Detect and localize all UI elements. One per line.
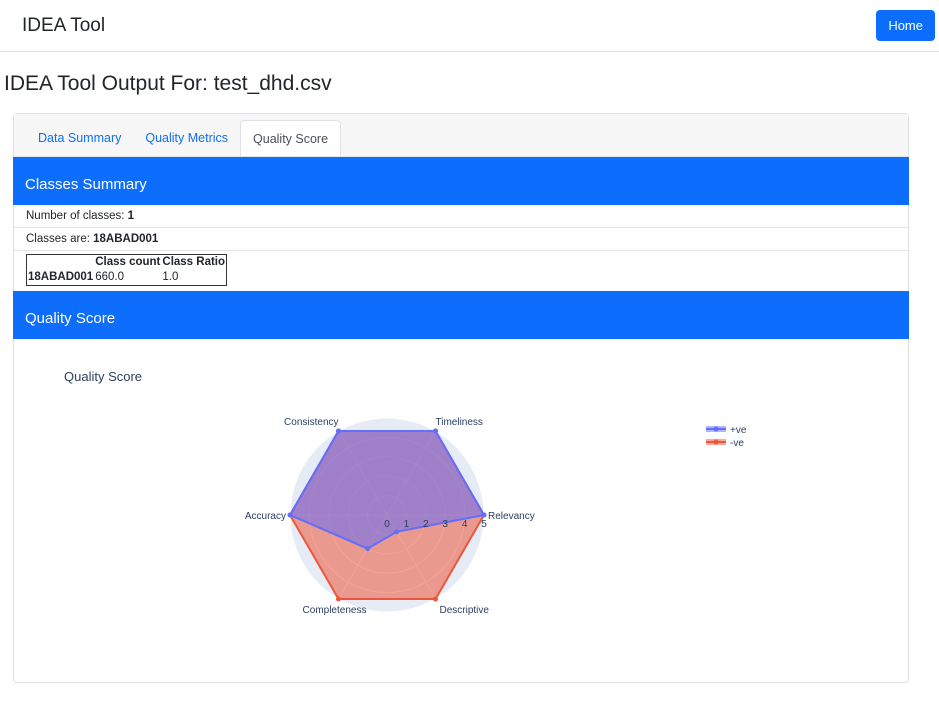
data-point	[481, 512, 487, 518]
data-point	[365, 546, 371, 552]
navbar: IDEA Tool Home	[0, 0, 939, 52]
brand[interactable]: IDEA Tool	[22, 14, 106, 36]
cell: 18ABAD001	[28, 271, 94, 283]
angular-tick-label: Accuracy	[245, 511, 286, 522]
classes-list: Classes are: 18ABAD001	[14, 228, 908, 251]
angular-tick-label: Consistency	[284, 417, 338, 428]
tab-bar: Data Summary Quality Metrics Quality Sco…	[14, 114, 908, 157]
angular-tick-label: Descriptive	[440, 605, 490, 616]
radial-tick-label: 3	[442, 519, 448, 530]
radar-chart: Quality Score 0 1 2 3 4 5 Relevancy Timeliness Co…	[14, 339, 908, 681]
radial-tick-label: 5	[481, 519, 487, 530]
cell: 660.0	[95, 271, 124, 283]
label: Number of classes:	[26, 210, 128, 222]
radial-tick-label: 2	[423, 519, 429, 530]
tab-data-summary[interactable]: Data Summary	[38, 131, 122, 145]
radial-tick-label: 4	[462, 519, 468, 530]
value: 18ABAD001	[93, 233, 159, 245]
data-point	[433, 596, 438, 602]
col-header: Class Ratio	[162, 256, 226, 268]
data-point	[287, 512, 293, 518]
table-row: 18ABAD001 660.0 1.0	[27, 270, 227, 286]
label: Classes are:	[26, 233, 94, 245]
tab-quality-metrics[interactable]: Quality Metrics	[145, 131, 229, 145]
number-of-classes: Number of classes: 1	[14, 205, 908, 228]
output-card: Data Summary Quality Metrics Quality Sco…	[13, 113, 909, 683]
data-point	[336, 596, 341, 602]
col-header: Class count	[95, 256, 161, 268]
legend-marker	[713, 439, 719, 445]
angular-tick-label: Relevancy	[488, 511, 535, 522]
col-header	[27, 255, 95, 271]
data-point	[433, 428, 438, 434]
tab-quality-score[interactable]: Quality Score	[240, 120, 342, 156]
data-point	[394, 529, 400, 535]
home-button[interactable]: Home	[876, 10, 935, 41]
data-point	[336, 428, 341, 434]
chart-title: Quality Score	[64, 369, 142, 384]
legend-label: +ve	[730, 425, 747, 436]
legend-label: -ve	[730, 438, 744, 449]
quality-score-header: Quality Score	[13, 291, 909, 339]
legend-marker	[713, 426, 719, 432]
page-title: IDEA Tool Output For: test_dhd.csv	[4, 72, 332, 95]
angular-tick-label: Timeliness	[436, 417, 483, 428]
radial-tick-label: 1	[404, 519, 410, 530]
radial-tick-label: 0	[384, 519, 390, 530]
cell: 1.0	[162, 271, 179, 283]
class-table: Class count Class Ratio 18ABAD001 660.0 1.0	[26, 254, 228, 286]
classes-summary-header: Classes Summary	[13, 157, 909, 205]
angular-tick-label: Completeness	[303, 605, 367, 616]
value: 1	[127, 210, 135, 222]
